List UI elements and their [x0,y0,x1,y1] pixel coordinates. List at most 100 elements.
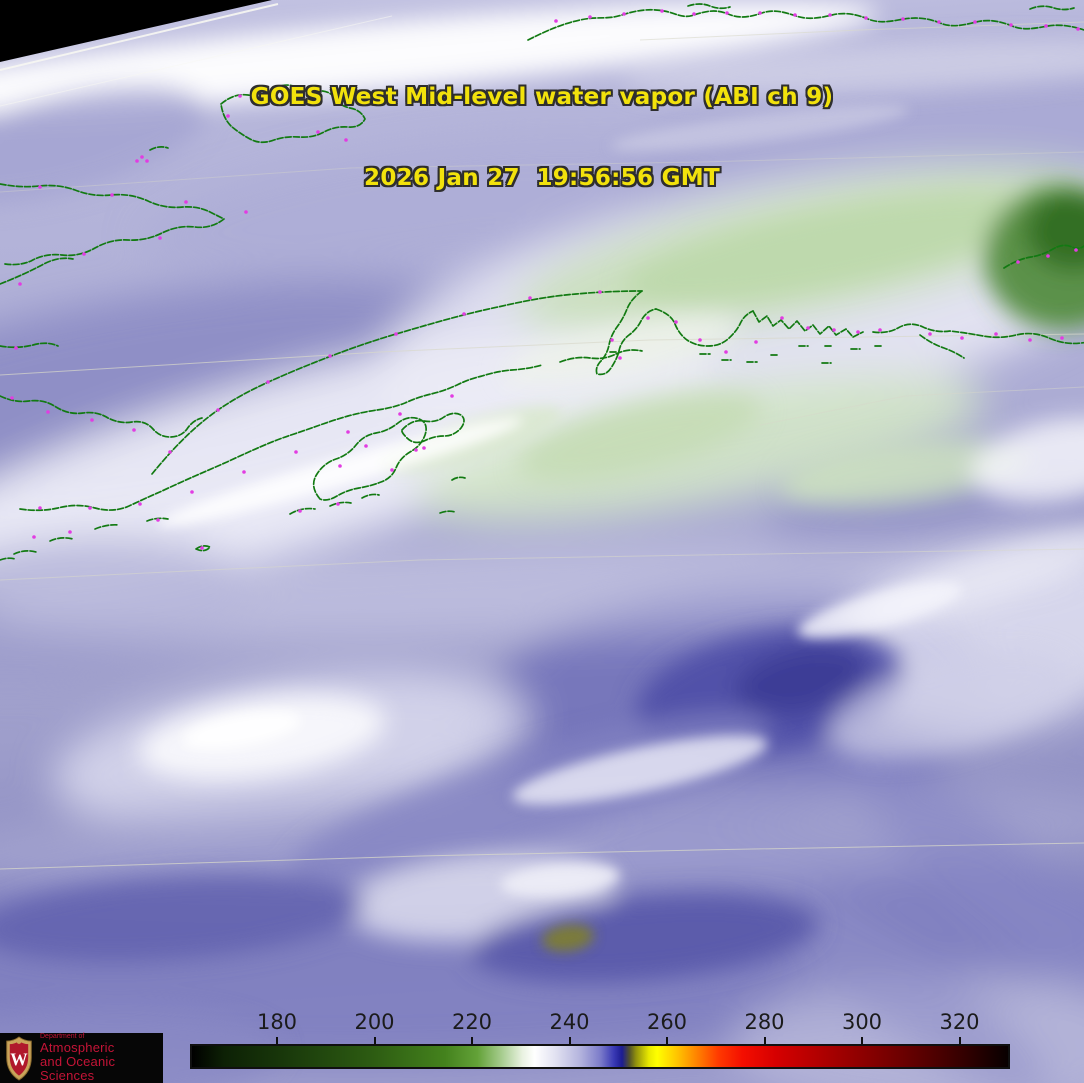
colorbar-tick-mark [471,1037,473,1045]
coast-marker-dot [132,428,136,432]
coast-marker-dot [928,332,932,336]
coast-marker-dot [1028,338,1032,342]
coast-station-markers [10,9,1080,550]
coast-marker-dot [328,354,332,358]
coast-marker-dot [973,20,977,24]
coast-marker-dot [68,530,72,534]
aos-logo: W Department of Atmospheric and Oceanic … [0,1033,163,1083]
coast-marker-dot [38,506,42,510]
coast-marker-dot [338,464,342,468]
water-vapor-detail-features [157,105,963,952]
coast-marker-dot [184,200,188,204]
colorbar-tick-label: 240 [549,1010,590,1034]
space-limb-region [0,0,272,62]
coast-marker-dot [346,430,350,434]
coast-marker-dot [554,19,558,23]
colorbar-tick-mark [861,1037,863,1045]
coast-marker-dot [692,12,696,16]
coast-marker-dot [622,12,626,16]
colorbar-tick-mark [666,1037,668,1045]
title-line2: 2026 Jan 27 19:56:56 GMT [364,165,720,191]
logo-name-line2: and Oceanic Sciences [40,1054,116,1083]
coast-marker-dot [88,506,92,510]
coast-marker-dot [725,11,729,15]
coast-marker-dot [937,20,941,24]
coast-marker-dot [364,444,368,448]
coast-marker-dot [242,470,246,474]
coast-marker-dot [878,328,882,332]
crest-letter: W [10,1050,28,1069]
colorbar-tick-mark [763,1037,766,1045]
coast-marker-dot [698,338,702,342]
colorbar-tick-mark [958,1037,961,1045]
coast-marker-dot [272,88,276,92]
coast-marker-dot [960,336,964,340]
coast-marker-dot [856,330,860,334]
coast-marker-dot [724,350,728,354]
coast-marker-dot [994,332,998,336]
coast-marker-dot [806,326,810,330]
coast-marker-dot [660,9,664,13]
earth-limb-lines [0,3,393,107]
coast-marker-dot [610,338,614,342]
colorbar-tick-label: 320 [939,1010,980,1034]
coast-marker-dot [646,316,650,320]
coast-marker-dot [294,450,298,454]
coast-marker-dot [200,546,204,550]
coast-marker-dot [390,468,394,472]
coast-marker-dot [18,282,22,286]
coast-marker-dot [462,312,466,316]
coast-marker-dot [10,396,14,400]
coast-marker-dot [32,535,36,539]
coast-marker-dot [140,155,144,159]
coast-marker-dot [598,290,602,294]
colorbar-tick-label: 260 [646,1010,688,1034]
title-line1: GOES West Mid-level water vapor (ABI ch … [250,84,834,110]
coast-marker-dot [46,410,50,414]
coast-marker-dot [168,450,172,454]
coast-marker-dot [238,94,242,98]
coast-marker-dot [1074,248,1078,252]
colorbar-gradient [190,1044,1010,1069]
image-title: GOES West Mid-level water vapor (ABI ch … [0,30,1084,246]
coast-marker-dot [316,130,320,134]
coast-marker-dot [190,490,194,494]
coast-marker-dot [414,448,418,452]
coast-marker-dot [110,193,114,197]
coast-marker-dot [135,159,139,163]
coast-marker-dot [394,332,398,336]
coast-marker-dot [1076,27,1080,31]
coast-marker-dot [216,408,220,412]
coast-marker-dot [828,13,832,17]
colorbar-tick-label: 220 [451,1010,493,1034]
colorbar-tick-label: 200 [354,1010,395,1034]
coast-marker-dot [864,16,868,20]
coast-marker-dot [528,296,532,300]
logo-name-line1: Atmospheric [40,1040,115,1055]
coast-marker-dot [82,252,86,256]
coast-marker-dot [1016,260,1020,264]
logo-department-label: Department of [40,1033,85,1040]
colorbar-tick-label: 300 [841,1010,883,1034]
coast-marker-dot [156,518,160,522]
colorbar-tick-label: 280 [744,1010,785,1034]
coast-marker-dot [1046,254,1050,258]
coast-marker-dot [422,446,426,450]
coast-marker-dot [901,17,905,21]
coast-marker-dot [38,185,42,189]
coast-marker-dot [336,502,340,506]
coast-marker-dot [266,380,270,384]
coast-marker-dot [450,394,454,398]
coast-marker-dot [754,340,758,344]
uw-crest-icon: W [6,1035,32,1081]
coast-marker-dot [1044,24,1048,28]
colorbar-tick-mark [276,1037,278,1045]
coast-marker-dot [758,11,762,15]
coast-marker-dot [1060,336,1064,340]
colorbar-tick-mark [373,1037,376,1045]
coast-marker-dot [832,328,836,332]
coast-marker-dot [780,316,784,320]
coast-marker-dot [298,509,302,513]
coast-marker-dot [158,236,162,240]
